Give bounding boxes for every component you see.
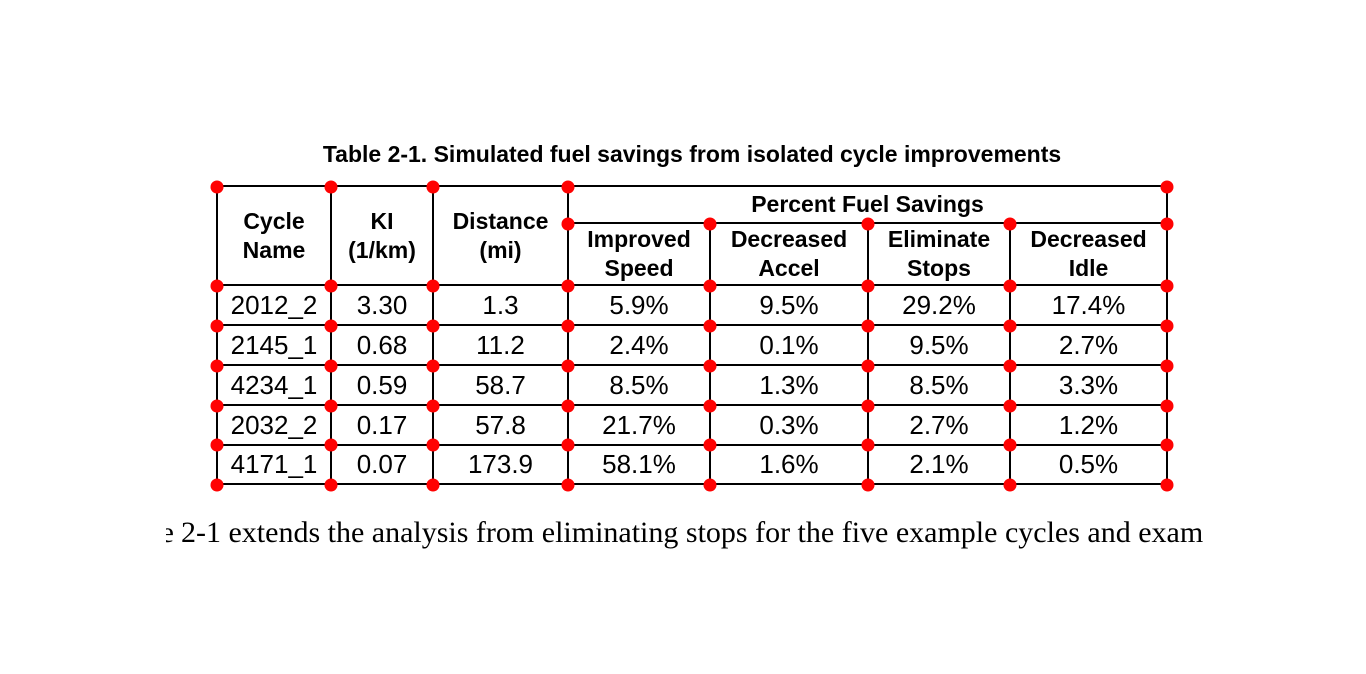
header-line: Distance — [452, 207, 549, 234]
table-cell: 1.6% — [709, 444, 869, 485]
header-cycle-name: Cycle Name — [216, 185, 332, 286]
header-decreased-idle: Decreased Idle — [1008, 222, 1169, 286]
table-cell: 2.7% — [1008, 324, 1169, 366]
table-cell: 3.30 — [330, 284, 434, 326]
header-line: Speed — [604, 255, 674, 281]
table-cell: 17.4% — [1008, 284, 1169, 326]
header-line: (mi) — [479, 236, 522, 263]
header-line: Decreased — [730, 226, 848, 252]
table-cell: 8.5% — [567, 364, 711, 406]
table-row: 2032_2 0.17 57.8 21.7% 0.3% 2.7% 1.2% — [216, 404, 1169, 446]
header-eliminate-stops: Eliminate Stops — [867, 222, 1011, 286]
header-improved-speed: Improved Speed — [567, 222, 711, 286]
table-cell: 0.17 — [330, 404, 434, 446]
header-line: Stops — [907, 255, 971, 281]
table-cell: 2145_1 — [216, 324, 332, 366]
table-cell: 1.3% — [709, 364, 869, 406]
table-cell: 5.9% — [567, 284, 711, 326]
header-line: Eliminate — [887, 226, 991, 252]
table-row: 4171_1 0.07 173.9 58.1% 1.6% 2.1% 0.5% — [216, 444, 1169, 485]
table-cell: 58.7 — [432, 364, 569, 406]
header-line: Cycle — [243, 207, 305, 234]
table-row: 2145_1 0.68 11.2 2.4% 0.1% 9.5% 2.7% — [216, 324, 1169, 366]
header-distance: Distance (mi) — [432, 185, 569, 286]
table-cell: 2.1% — [867, 444, 1011, 485]
fuel-savings-table: Cycle Name KI (1/km) Distance (mi) Perce… — [216, 185, 1169, 485]
table-row: 4234_1 0.59 58.7 8.5% 1.3% 8.5% 3.3% — [216, 364, 1169, 406]
table-cell: 9.5% — [867, 324, 1011, 366]
body-paragraph: e 2-1 extends the analysis from eliminati… — [166, 513, 1346, 553]
header-decreased-accel: Decreased Accel — [709, 222, 869, 286]
table-caption: Table 2-1. Simulated fuel savings from i… — [322, 141, 1062, 167]
table-cell: 2.7% — [867, 404, 1011, 446]
table-cell: 1.3 — [432, 284, 569, 326]
header-line: Idle — [1068, 255, 1109, 281]
table-cell: 8.5% — [867, 364, 1011, 406]
table-cell: 29.2% — [867, 284, 1011, 326]
table-cell: 0.3% — [709, 404, 869, 446]
table-cell: 57.8 — [432, 404, 569, 446]
table-cell: 4171_1 — [216, 444, 332, 485]
header-percent-fuel-savings: Percent Fuel Savings — [566, 185, 1169, 224]
table-row: 2012_2 3.30 1.3 5.9% 9.5% 29.2% 17.4% — [216, 284, 1169, 326]
table-cell: 21.7% — [567, 404, 711, 446]
table-cell: 11.2 — [432, 324, 569, 366]
header-line: Improved — [587, 226, 691, 252]
table-cell: 2012_2 — [216, 284, 332, 326]
body-paragraph-text: 2-1 extends the analysis from eliminatin… — [181, 516, 1204, 549]
header-line: Decreased — [1030, 226, 1147, 252]
table-cell: 9.5% — [709, 284, 869, 326]
clipped-word-fragment: e — [166, 516, 174, 549]
table-cell: 173.9 — [432, 444, 569, 485]
table-cell: 0.5% — [1008, 444, 1169, 485]
table-cell: 1.2% — [1008, 404, 1169, 446]
header-line: (1/km) — [348, 236, 416, 263]
header-line: Accel — [758, 255, 820, 281]
table-cell: 3.3% — [1008, 364, 1169, 406]
header-ki: KI (1/km) — [330, 185, 434, 286]
table-cell: 0.1% — [709, 324, 869, 366]
table-cell: 4234_1 — [216, 364, 332, 406]
table-cell: 2.4% — [567, 324, 711, 366]
table-cell: 0.68 — [330, 324, 434, 366]
header-line: Name — [242, 236, 306, 263]
table-cell: 58.1% — [567, 444, 711, 485]
header-line: KI — [370, 207, 394, 234]
table-cell: 0.59 — [330, 364, 434, 406]
table-cell: 2032_2 — [216, 404, 332, 446]
table-cell: 0.07 — [330, 444, 434, 485]
